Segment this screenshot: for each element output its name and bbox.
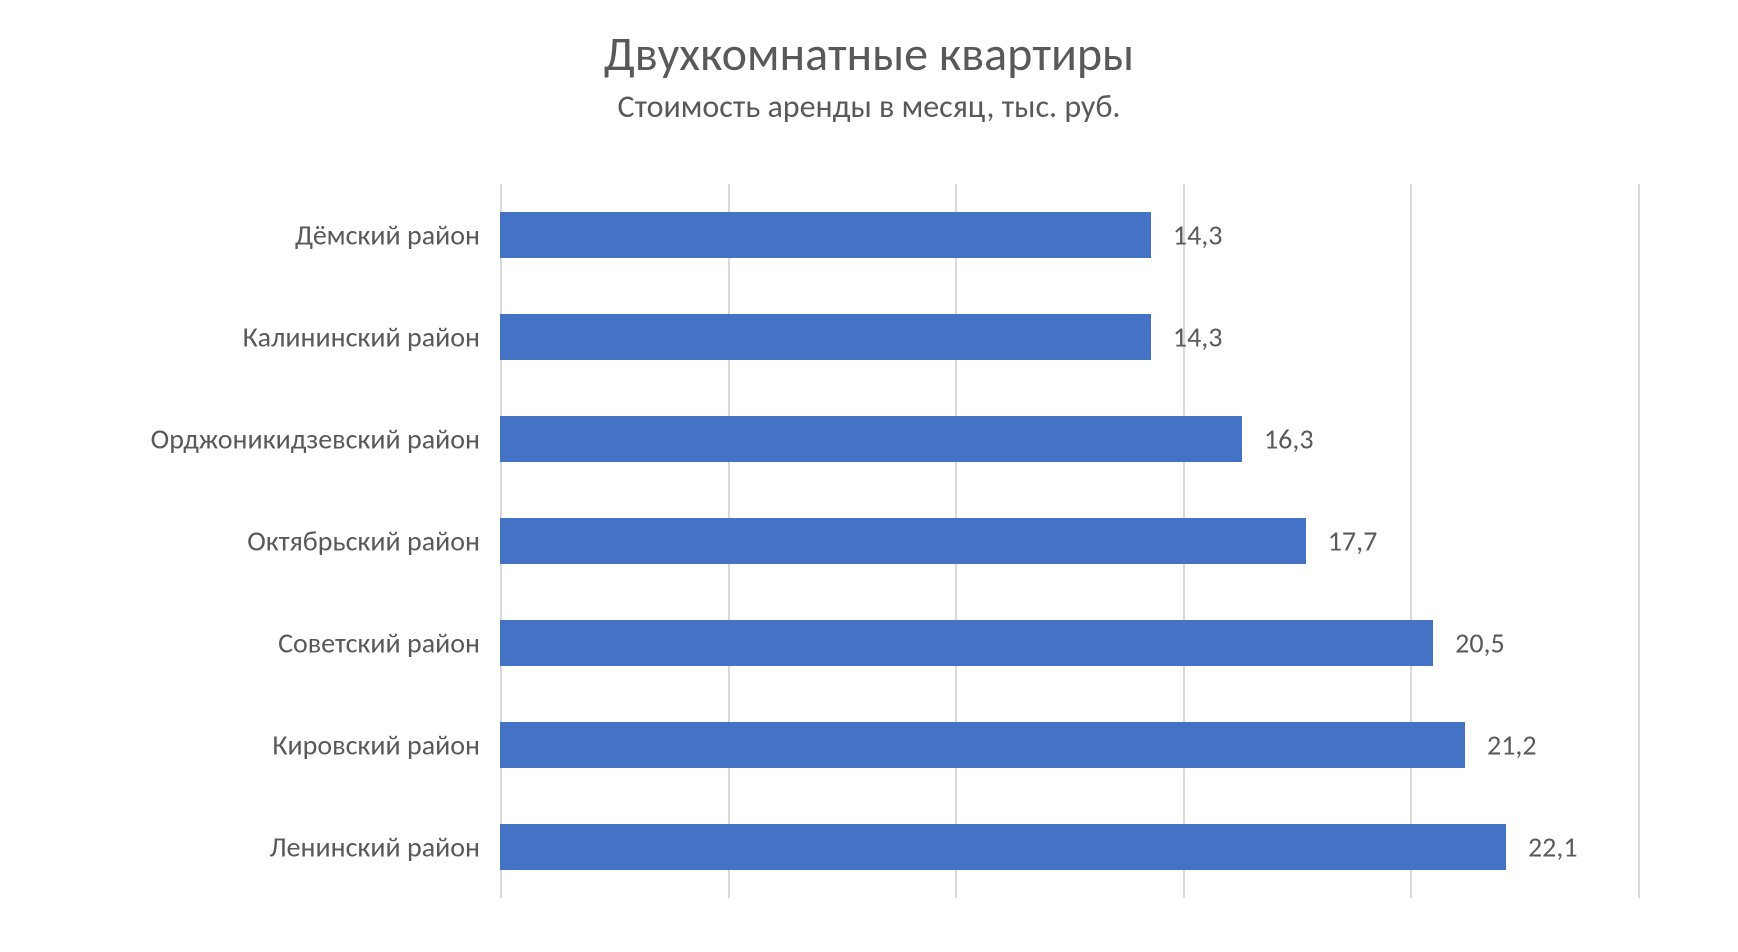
bar: 20,5 (500, 620, 1433, 666)
bar: 16,3 (500, 416, 1242, 462)
bar-rect (500, 518, 1306, 564)
bar-value-label: 21,2 (1487, 727, 1537, 762)
category-label: Калининский район (243, 319, 480, 354)
bar-rect (500, 824, 1506, 870)
category-label: Кировский район (272, 727, 480, 762)
bar-value-label: 16,3 (1264, 421, 1314, 456)
bar-rect (500, 722, 1465, 768)
chart-title: Двухкомнатные квартиры (0, 28, 1738, 81)
bar-rect (500, 620, 1433, 666)
bar: 14,3 (500, 314, 1151, 360)
gridline (1410, 184, 1412, 898)
bar-rect (500, 314, 1151, 360)
category-label: Октябрьский район (247, 523, 480, 558)
bar: 21,2 (500, 722, 1465, 768)
plot-area: 14,3 14,3 16,3 17,7 20,5 21,2 22,1 (500, 184, 1638, 898)
bar: 22,1 (500, 824, 1506, 870)
category-label: Дёмский район (295, 217, 480, 252)
chart-subtitle: Стоимость аренды в месяц, тыс. руб. (0, 89, 1738, 124)
bar-value-label: 17,7 (1328, 523, 1378, 558)
chart-container: Двухкомнатные квартиры Стоимость аренды … (0, 0, 1738, 952)
bar-value-label: 20,5 (1455, 625, 1505, 660)
bar-value-label: 14,3 (1173, 319, 1223, 354)
y-axis-labels: Дёмский район Калининский район Орджоникид… (80, 184, 500, 898)
bar-value-label: 14,3 (1173, 217, 1223, 252)
bar: 14,3 (500, 212, 1151, 258)
bar-value-label: 22,1 (1528, 829, 1578, 864)
bar-rect (500, 212, 1151, 258)
category-label: Орджоникидзевский район (151, 421, 480, 456)
gridline (1638, 184, 1640, 898)
bar-rect (500, 416, 1242, 462)
category-label: Ленинский район (269, 829, 480, 864)
category-label: Советский район (278, 625, 480, 660)
bar: 17,7 (500, 518, 1306, 564)
plot-zone: Дёмский район Калининский район Орджоникид… (80, 184, 1738, 898)
